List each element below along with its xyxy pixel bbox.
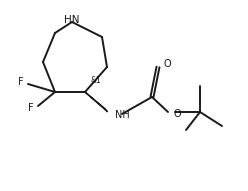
Text: NH: NH — [115, 110, 130, 120]
Polygon shape — [85, 92, 108, 112]
Text: &1: &1 — [90, 76, 101, 85]
Text: O: O — [173, 109, 181, 119]
Text: O: O — [163, 59, 171, 69]
Text: HN: HN — [64, 15, 80, 25]
Text: F: F — [18, 77, 24, 87]
Text: F: F — [28, 103, 34, 113]
